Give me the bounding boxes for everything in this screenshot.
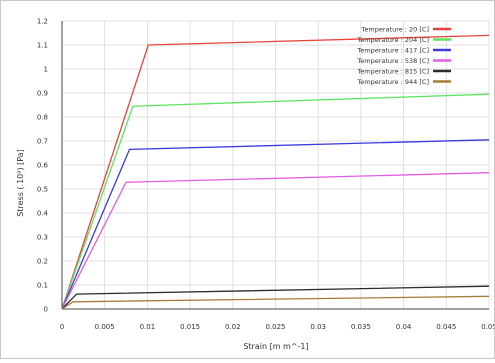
x-tick-label: 0.025 [265, 323, 285, 331]
x-tick-label: 0.04 [396, 323, 412, 331]
x-tick-label: 0.01 [140, 323, 156, 331]
y-tick-label: 1.1 [37, 42, 48, 50]
x-tick-label: 0.03 [310, 323, 326, 331]
x-tick-label: 0.02 [225, 323, 241, 331]
x-tick-label: 0.05 [481, 323, 494, 331]
y-tick-label: 0 [44, 306, 48, 314]
y-tick-label: 0.1 [37, 282, 48, 290]
y-tick-label: 0.4 [37, 210, 49, 218]
series-line [61, 93, 490, 310]
y-tick-label: 0.7 [37, 138, 48, 146]
x-axis-label: Strain [m m^-1] [243, 342, 308, 351]
y-tick-label: 0.6 [37, 162, 49, 170]
series-line [61, 295, 490, 310]
y-tick-label: 0.8 [37, 114, 48, 122]
x-tick-label: 0.035 [351, 323, 371, 331]
y-tick-label: 1 [44, 66, 48, 74]
y-tick-label: 0.5 [37, 186, 48, 194]
legend-entry-label: Temperature : 815 [C] [356, 68, 429, 76]
legend-entry-label: Temperature : 20 [C] [361, 26, 429, 34]
legend: Temperature : 20 [C] Temperature : 204 [C… [356, 26, 451, 86]
series-line [61, 34, 490, 310]
series-lines [61, 34, 490, 310]
x-tick-label: 0.015 [180, 323, 200, 331]
y-ticks: 0 0.1 0.2 0.3 0.4 0.5 0.6 0.7 0.8 0.9 1 1.1 1.2 [37, 18, 49, 314]
series-line [61, 285, 490, 310]
y-tick-label: 1.2 [37, 18, 48, 26]
axes [61, 21, 489, 310]
legend-entry-label: Temperature : 204 [C] [356, 36, 429, 44]
series-line [61, 172, 490, 310]
legend-entry-label: Temperature : 417 [C] [356, 47, 429, 55]
legend-entry-label: Temperature : 538 [C] [356, 57, 429, 65]
legend-entry-label: Temperature : 944 [C] [356, 78, 429, 86]
x-tick-label: 0.005 [95, 323, 115, 331]
x-tick-label: 0 [60, 323, 64, 331]
stress-strain-chart: 0 0.1 0.2 0.3 0.4 0.5 0.6 0.7 0.8 0.9 1 1.1 1.2 0 0.0… [16, 18, 495, 352]
y-tick-label: 0.3 [37, 234, 48, 242]
series-line [61, 139, 490, 310]
y-axis-label: Stress (.10⁹) [Pa] [16, 149, 25, 216]
x-tick-label: 0.045 [436, 323, 456, 331]
y-tick-label: 0.9 [37, 90, 48, 98]
x-ticks: 0 0.005 0.01 0.015 0.02 0.025 0.03 0.035 0.04 0.0… [60, 323, 495, 331]
y-tick-label: 0.2 [37, 258, 48, 266]
